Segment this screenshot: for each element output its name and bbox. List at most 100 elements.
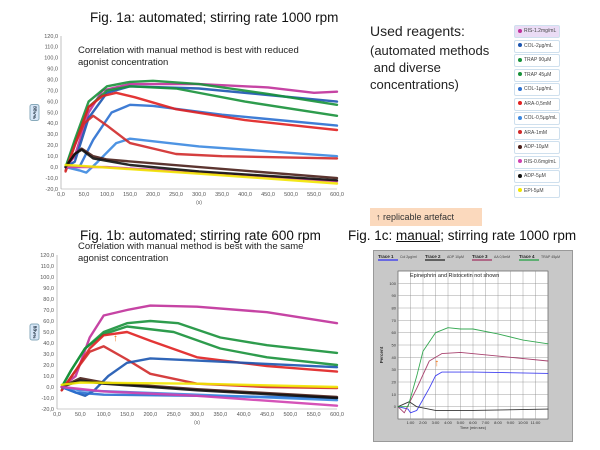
legend-item[interactable]: COL-1µg/mL	[514, 83, 560, 96]
y-tick-label: 90,0	[47, 67, 58, 73]
y-tick-label: 50	[392, 343, 397, 348]
legend-item[interactable]: RIS-1.2mg/mL	[514, 25, 560, 38]
x-tick-label: 500,0	[284, 192, 298, 198]
x-tick-label: 6:00	[469, 420, 478, 425]
legend-label: EPI-5µM	[524, 187, 544, 194]
legend-item[interactable]: TRAP 45µM	[514, 68, 560, 82]
reagents-heading: Used reagents:	[370, 23, 465, 39]
x-tick-label: 150,0	[120, 412, 134, 418]
reagents-line: concentrations)	[370, 77, 459, 92]
legend-label: COL-1µg/mL	[524, 86, 553, 92]
y-tick-label: 0,0	[46, 385, 54, 391]
y-tick-label: 20	[392, 380, 397, 385]
y-tick-label: 10,0	[47, 154, 58, 160]
caption-line: agonist concentration	[78, 253, 169, 264]
y-tick-label: -10,0	[45, 176, 58, 182]
series-line	[64, 137, 339, 174]
legend-item[interactable]: ADP-5µM	[514, 170, 560, 183]
y-tick-label: 70,0	[43, 308, 54, 314]
y-tick-label: 50,0	[43, 330, 54, 336]
reagents-line: and diverse	[370, 60, 441, 75]
x-tick-label: 2:00	[419, 420, 428, 425]
y-tick-label: 120,0	[40, 253, 54, 259]
fig1c-title: Fig. 1c: manual; stirring rate 1000 rpm	[348, 228, 576, 243]
y-tick-label: 80	[392, 306, 397, 311]
legend-label: ARA-0,5mM	[524, 100, 552, 107]
x-tick-label: 150,0	[123, 192, 137, 198]
legend-item[interactable]: TRAP 90µM	[514, 54, 560, 67]
y-tick-label: 80,0	[43, 297, 54, 303]
x-tick-label: 8:00	[494, 420, 503, 425]
y-axis-label: Percent	[379, 346, 384, 363]
series-line	[397, 401, 549, 411]
legend-item[interactable]: EPI-5µM	[514, 184, 560, 198]
legend-marker-icon	[518, 144, 522, 149]
y-tick-label: -20,0	[45, 187, 58, 193]
legend-item[interactable]: COL-0,5µg/mL	[514, 112, 560, 125]
x-tick-label: 100,0	[100, 192, 114, 198]
series-line	[397, 327, 549, 408]
fig1a-chart: -20,0 -10,0 0,0 10,0 20,0 30,0 40,0 50,0 60,0 70,…	[29, 34, 344, 206]
legend-label: TRAP 45µM	[524, 71, 552, 78]
legend-item[interactable]: ARA-1mM	[514, 126, 560, 140]
series-line	[397, 351, 549, 414]
x-tick-label: 450,0	[261, 192, 275, 198]
y-tick-label: 110,0	[41, 264, 54, 270]
legend-marker-icon	[518, 130, 522, 135]
legend-label: COL-2µg/mL	[524, 42, 553, 49]
legend-marker-icon	[518, 159, 522, 164]
series-line	[60, 325, 339, 389]
x-tick-label: 3:00	[432, 420, 441, 425]
x-tick-label: 250,0	[169, 192, 183, 198]
caption-line: Correlation with manual method is best w…	[78, 241, 304, 252]
legend-label: RIS-0.6mg/mL	[524, 158, 557, 165]
series-line	[60, 385, 339, 407]
x-tick-label: 400,0	[237, 412, 251, 418]
y-axis-label: %Agg	[32, 106, 37, 119]
y-tick-label: 10	[392, 392, 397, 397]
x-axis-label: Time (min:sec)	[460, 425, 487, 430]
fig1b-chart: -20,0 -10,0 0,0 10,0 20,0 30,0 40,0 50,0 60,0 70,…	[29, 253, 344, 426]
series-line	[60, 381, 339, 389]
legend-label: ARA-1mM	[524, 129, 548, 136]
y-axis-label: %Agg	[32, 325, 37, 338]
x-tick-label: 300,0	[192, 192, 206, 198]
x-tick-label: 600,0	[330, 192, 344, 198]
legend-trace-label: TRAP 45µM	[541, 255, 560, 259]
y-tick-label: 70,0	[47, 88, 58, 94]
title-part: ; stirring rate 1000 rpm	[440, 228, 577, 243]
x-tick-label: 250,0	[167, 412, 181, 418]
fig1b-title: Fig. 1b: automated; stirring rate 600 rp…	[80, 228, 321, 243]
series-line	[64, 163, 339, 185]
y-tick-label: 60,0	[47, 99, 58, 105]
x-tick-label: 600,0	[330, 412, 344, 418]
legend-item[interactable]: ADP-10µM	[514, 141, 560, 154]
legend-marker-icon	[518, 72, 522, 77]
legend-trace-name: Trace 1	[378, 254, 394, 259]
legend-trace-label: Col 2µg/ml	[400, 255, 417, 259]
y-tick-label: 100	[389, 281, 396, 286]
y-tick-label: 90	[392, 293, 397, 298]
x-tick-label: 200,0	[146, 192, 160, 198]
x-tick-label: 4:00	[444, 420, 453, 425]
y-tick-label: 50,0	[47, 110, 58, 116]
y-tick-label: 20,0	[47, 143, 58, 149]
series-line	[64, 82, 339, 169]
x-tick-label: 400,0	[238, 192, 252, 198]
y-tick-label: 100,0	[40, 275, 54, 281]
legend-item[interactable]: ARA-0,5mM	[514, 97, 560, 111]
title-part: Fig. 1c:	[348, 228, 397, 243]
y-tick-label: 0	[394, 404, 397, 409]
legend-item[interactable]: RIS-0.6mg/mL	[514, 155, 560, 169]
y-tick-label: 70	[392, 318, 397, 323]
legend-item[interactable]: COL-2µg/mL	[514, 39, 560, 53]
y-tick-label: 40	[392, 355, 397, 360]
y-tick-label: 120,0	[44, 34, 58, 40]
y-tick-label: 20,0	[43, 363, 54, 369]
y-tick-label: 40,0	[43, 341, 54, 347]
y-tick-label: 10,0	[43, 374, 54, 380]
x-tick-label: 300,0	[190, 412, 204, 418]
caption-line: Correlation with manual method is best w…	[78, 45, 299, 56]
legend-trace-name: Trace 3	[472, 254, 488, 259]
